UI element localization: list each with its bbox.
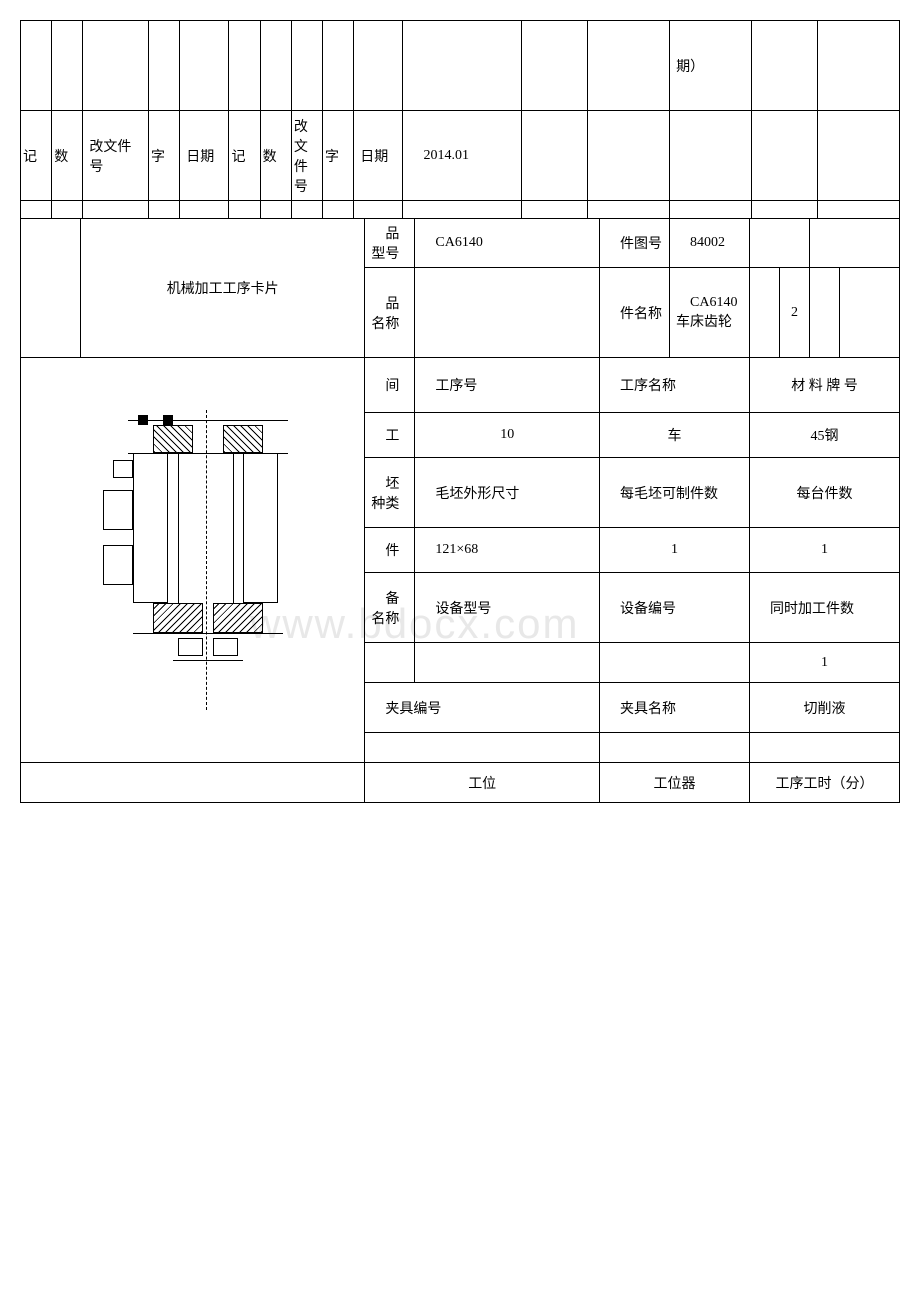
equip-name-label: 备名称 <box>371 592 399 627</box>
product-model: CA6140 <box>435 235 482 250</box>
process-name: 车 <box>668 429 682 444</box>
count-label-2: 数 <box>263 150 277 165</box>
station-label: 工位 <box>468 777 496 792</box>
fixture-no-label: 夹具编号 <box>385 702 441 717</box>
product-name-label: 品名称 <box>371 297 399 332</box>
per-machine: 1 <box>821 542 828 557</box>
process-name-label: 工序名称 <box>620 379 676 394</box>
process-no-label: 工序号 <box>435 379 477 394</box>
part-drawing-no: 84002 <box>690 235 725 250</box>
count-label-1: 数 <box>54 150 68 165</box>
process-card-table: 期） 记 数 改文件号 字 日期 记 数 改文件号 字 日期 2014.01 <box>20 20 900 219</box>
date-label-2: 日期 <box>360 150 388 165</box>
date-label-1: 日期 <box>186 150 214 165</box>
workshop: 工 <box>385 429 399 444</box>
per-blank: 1 <box>671 542 678 557</box>
material: 45钢 <box>811 429 839 444</box>
product-model-label: 品型号 <box>371 227 399 262</box>
blank-type: 件 <box>385 544 399 559</box>
blank-type-label: 坯种类 <box>371 477 399 512</box>
equip-model-label: 设备型号 <box>435 602 491 617</box>
simul-count: 1 <box>821 655 828 670</box>
process-card-main: 机械加工工序卡片 产品型号 CA6140 零件图号 84002 品名称 件名称 … <box>20 218 900 803</box>
coolant-label: 切削液 <box>804 702 846 717</box>
card-title: 机械加工工序卡片 <box>167 282 279 297</box>
material-label: 材 料 牌 号 <box>791 379 858 394</box>
blank-shape-label: 毛坯外形尺寸 <box>435 487 519 502</box>
sign-label-1: 字 <box>151 150 165 165</box>
mark-label-2: 记 <box>231 150 245 165</box>
process-no: 10 <box>500 427 514 442</box>
station-tool-label: 工位器 <box>654 777 696 792</box>
workshop-label: 间 <box>385 379 399 394</box>
per-blank-label: 每毛坯可制件数 <box>620 487 718 502</box>
period-label: 期） <box>676 60 704 75</box>
part-name-label: 件名称 <box>620 307 662 322</box>
simul-label: 同时加工件数 <box>770 602 854 617</box>
mark-label-1: 记 <box>23 150 37 165</box>
date-value: 2014.01 <box>423 148 469 163</box>
part-name: CA6140车床齿轮 <box>676 295 737 330</box>
per-machine-label: 每台件数 <box>797 487 853 502</box>
fixture-name-label: 夹具名称 <box>620 702 676 717</box>
change-doc-label-2: 改文件号 <box>294 120 308 195</box>
technical-drawing <box>21 358 365 763</box>
blank-shape: 121×68 <box>435 542 478 557</box>
change-doc-label-1: 改文件号 <box>89 140 131 175</box>
equip-no-label: 设备编号 <box>620 602 676 617</box>
page-no: 2 <box>791 305 798 320</box>
sign-label-2: 字 <box>325 150 339 165</box>
process-time-label: 工序工时（分） <box>776 777 874 792</box>
part-drawing-label: 件图号 <box>620 237 662 252</box>
